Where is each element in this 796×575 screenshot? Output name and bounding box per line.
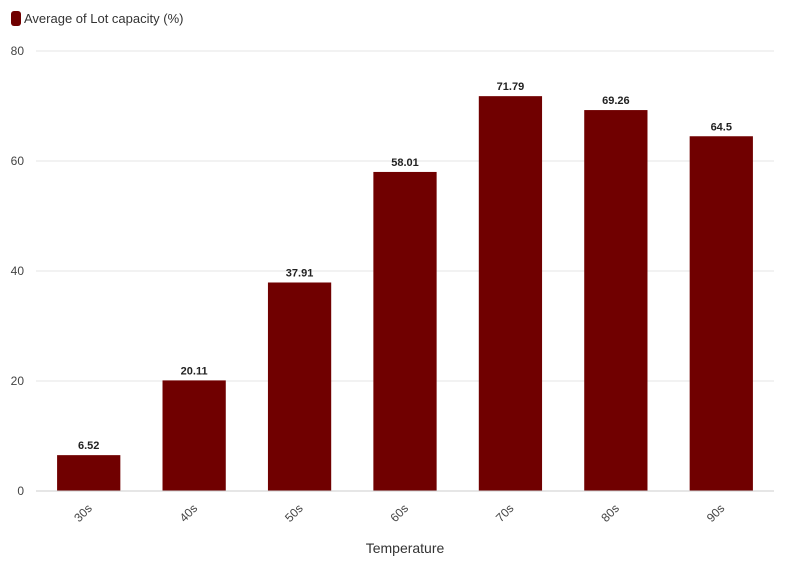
- chart-legend: Average of Lot capacity (%): [11, 11, 183, 26]
- bar: [478, 96, 543, 491]
- bar-value-label: 37.91: [286, 267, 314, 279]
- value-labels: 6.52 20.11 37.91 58.01 71.79 69.26 64.5: [78, 81, 732, 452]
- x-tick-label: 50s: [282, 501, 306, 525]
- x-tick-label: 30s: [71, 501, 95, 525]
- bar-value-label: 58.01: [391, 157, 419, 169]
- bar: [373, 171, 437, 491]
- x-tick-label: 60s: [388, 501, 412, 525]
- y-tick-label: 80: [11, 44, 25, 58]
- bar: [689, 136, 753, 491]
- x-axis-ticks: 30s 40s 50s 60s 70s 80s 90s: [71, 501, 727, 525]
- y-tick-label: 60: [11, 154, 25, 168]
- bar-value-label: 71.79: [497, 81, 525, 93]
- bar-value-label: 6.52: [78, 440, 99, 452]
- y-tick-label: 0: [17, 484, 24, 498]
- bar: [584, 110, 648, 491]
- bar: [267, 282, 332, 491]
- x-tick-label: 90s: [704, 501, 728, 525]
- x-tick-label: 40s: [177, 501, 201, 525]
- x-tick-label: 80s: [598, 501, 622, 525]
- x-tick-label: 70s: [493, 501, 517, 525]
- legend-swatch: [11, 11, 21, 26]
- bar-value-label: 69.26: [602, 95, 630, 107]
- x-axis-title: Temperature: [366, 540, 445, 556]
- bar: [162, 380, 226, 491]
- bar-value-label: 64.5: [711, 121, 732, 133]
- legend-label: Average of Lot capacity (%): [24, 11, 184, 26]
- bar: [57, 455, 121, 491]
- bars: [57, 96, 753, 491]
- bar-value-label: 20.11: [181, 365, 208, 377]
- y-tick-label: 40: [11, 264, 25, 278]
- y-axis-ticks: 0 20 40 60 80: [11, 44, 25, 498]
- y-tick-label: 20: [11, 374, 25, 388]
